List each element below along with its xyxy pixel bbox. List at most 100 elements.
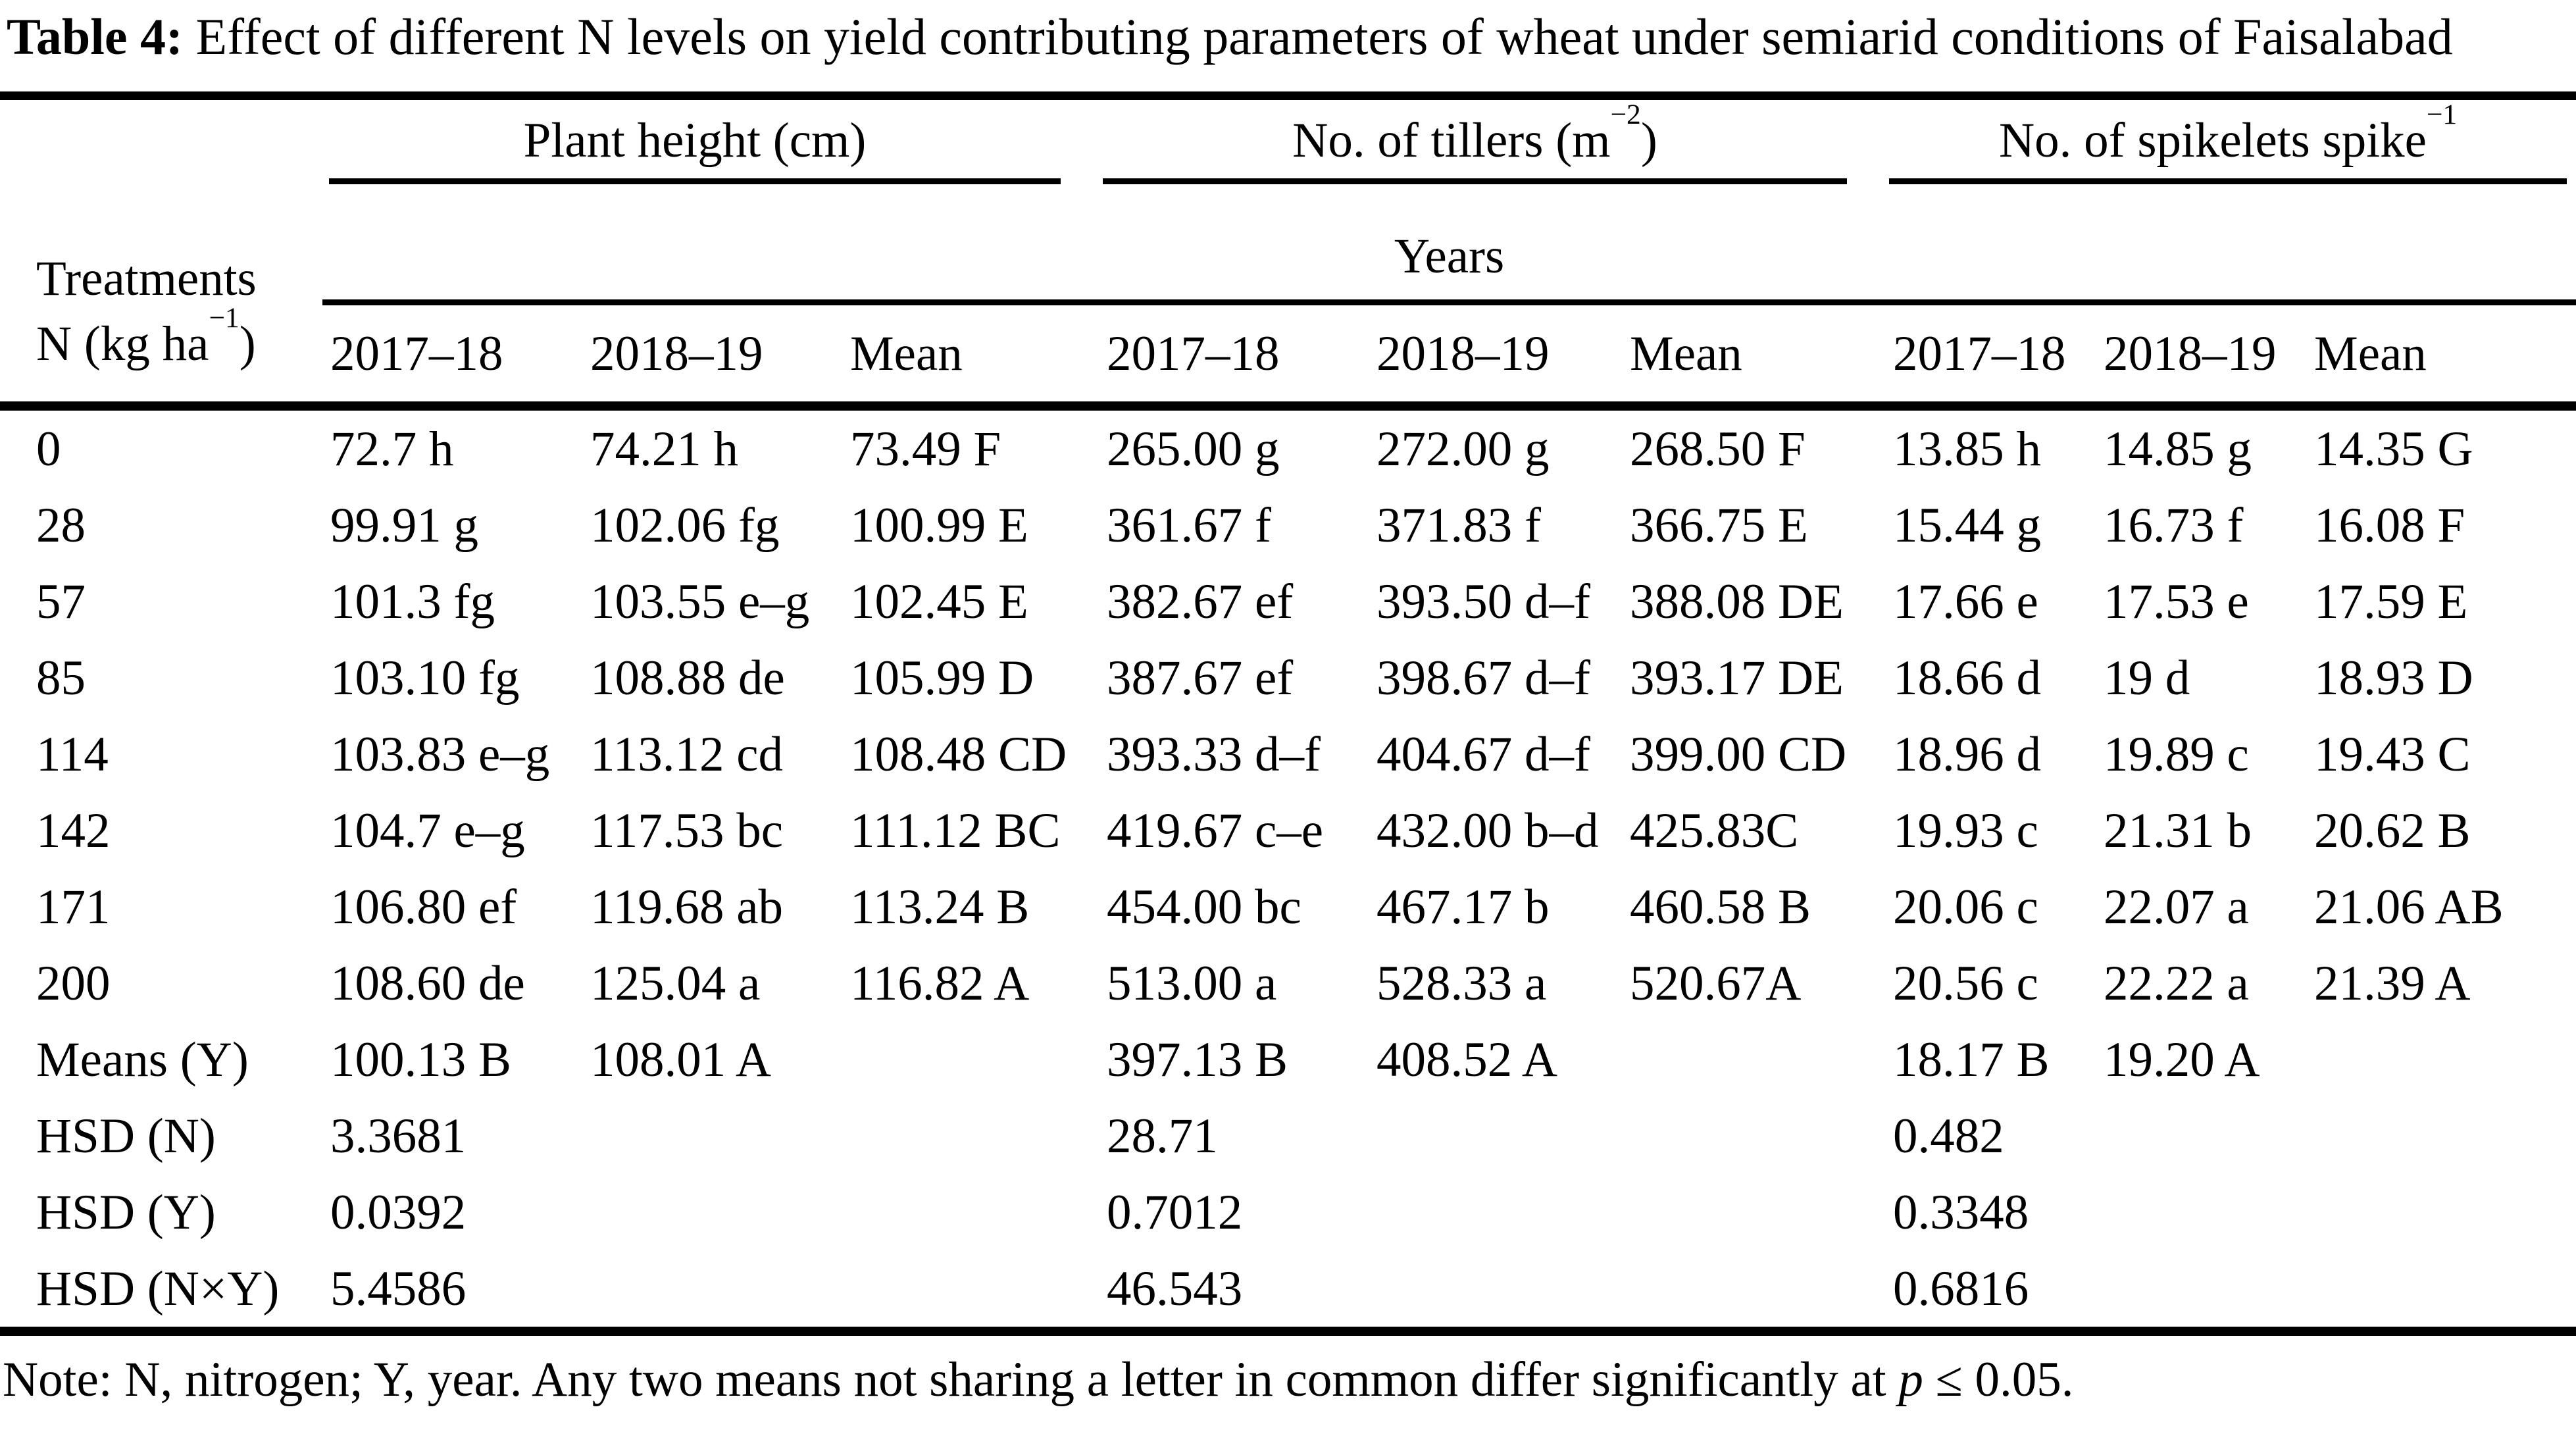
value-cell: 371.83 f bbox=[1376, 497, 1541, 553]
group-label-plant-height: Plant height (cm) bbox=[329, 116, 1061, 184]
treatment-label: 142 bbox=[36, 803, 111, 858]
value-cell: 101.3 fg bbox=[330, 574, 495, 629]
value-cell bbox=[2096, 1174, 2306, 1250]
table-row: 142 104.7 e–g 117.53 bc 111.12 BC 419.67 c–e… bbox=[0, 792, 2576, 869]
value-cell: 16.73 f bbox=[2104, 497, 2244, 553]
value-cell bbox=[2306, 1250, 2576, 1336]
treatment-label: 171 bbox=[36, 879, 111, 934]
value-cell: 528.33 a bbox=[1376, 956, 1547, 1011]
value-cell: 393.50 d–f bbox=[1376, 574, 1590, 629]
value-cell: 19.93 c bbox=[1893, 803, 2038, 858]
value-cell: 393.17 DE bbox=[1630, 650, 1844, 705]
value-cell: 74.21 h bbox=[590, 421, 738, 476]
treatment-label: 200 bbox=[36, 956, 111, 1011]
group-label-spikelets: No. of spikelets spike−1 bbox=[1889, 100, 2567, 184]
value-cell: 18.66 d bbox=[1893, 650, 2042, 705]
value-cell: 272.00 g bbox=[1376, 421, 1550, 476]
value-cell: 46.543 bbox=[1099, 1250, 1369, 1336]
value-cell: 103.83 e–g bbox=[330, 726, 550, 782]
value-cell: 467.17 b bbox=[1376, 879, 1550, 934]
value-cell: 100.99 E bbox=[850, 497, 1028, 553]
value-cell: 117.53 bc bbox=[590, 803, 784, 858]
table-row: 85 103.10 fg 108.88 de 105.99 D 387.67 ef 398… bbox=[0, 640, 2576, 716]
value-cell: 104.7 e–g bbox=[330, 803, 525, 858]
treatment-label: 28 bbox=[36, 497, 86, 553]
note-p-symbol: p bbox=[1898, 1352, 1923, 1407]
value-cell: 520.67A bbox=[1630, 956, 1802, 1011]
value-cell: 18.17 B bbox=[1893, 1032, 2050, 1087]
table-row: 200 108.60 de 125.04 a 116.82 A 513.00 a 528.… bbox=[0, 945, 2576, 1021]
value-cell: 432.00 b–d bbox=[1376, 803, 1599, 858]
value-cell: 265.00 g bbox=[1107, 421, 1280, 476]
value-cell: 419.67 c–e bbox=[1107, 803, 1324, 858]
value-cell: 17.66 e bbox=[1893, 574, 2038, 629]
value-cell: 19 d bbox=[2104, 650, 2190, 705]
year-column-header: 2018–19 bbox=[1369, 302, 1623, 411]
table-caption-text: Effect of different N levels on yield co… bbox=[183, 8, 2453, 65]
value-cell bbox=[582, 1250, 842, 1336]
value-cell: 0.6816 bbox=[1885, 1250, 2096, 1336]
value-cell: 14.35 G bbox=[2314, 421, 2473, 476]
value-cell: 15.44 g bbox=[1893, 497, 2042, 553]
table-row: 57 101.3 fg 103.55 e–g 102.45 E 382.67 ef 393… bbox=[0, 563, 2576, 640]
table-row: 114 103.83 e–g 113.12 cd 108.48 CD 393.33 d–… bbox=[0, 716, 2576, 792]
value-cell: 28.71 bbox=[1107, 1108, 1218, 1163]
value-cell: 5.4586 bbox=[322, 1250, 582, 1336]
value-cell bbox=[1622, 1174, 1885, 1250]
value-cell: 125.04 a bbox=[590, 956, 761, 1011]
table-row: Means (Y) 100.13 B 108.01 A 397.13 B 408.52 … bbox=[0, 1021, 2576, 1098]
year-column-header: 2017–18 bbox=[322, 302, 582, 411]
years-header-row: Years bbox=[0, 184, 2576, 305]
value-cell: 397.13 B bbox=[1107, 1032, 1288, 1087]
value-cell: 20.62 B bbox=[2314, 803, 2471, 858]
value-cell: 387.67 ef bbox=[1107, 650, 1294, 705]
value-cell: 19.89 c bbox=[2104, 726, 2249, 782]
group-header-tillers: No. of tillers (m−2) bbox=[1099, 96, 1885, 184]
value-cell: 460.58 B bbox=[1630, 879, 1811, 934]
value-cell: 103.55 e–g bbox=[590, 574, 810, 629]
value-cell: 22.07 a bbox=[2104, 879, 2249, 934]
value-cell: 19.43 C bbox=[2314, 726, 2471, 782]
treatment-label: HSD (N×Y) bbox=[0, 1250, 322, 1336]
value-cell: 21.39 A bbox=[2314, 956, 2471, 1011]
value-cell: 100.13 B bbox=[330, 1032, 512, 1087]
value-cell: 72.7 h bbox=[330, 421, 454, 476]
value-cell: 268.50 F bbox=[1630, 421, 1806, 476]
value-cell bbox=[842, 1250, 1099, 1336]
treatment-label: 0 bbox=[36, 421, 61, 476]
value-cell: 20.06 c bbox=[1893, 879, 2038, 934]
value-cell bbox=[1369, 1098, 1622, 1174]
value-cell: 3.3681 bbox=[330, 1108, 467, 1163]
value-cell: 0.0392 bbox=[330, 1185, 467, 1240]
note-suffix: ≤ 0.05. bbox=[1923, 1352, 2074, 1407]
value-cell: 398.67 d–f bbox=[1376, 650, 1590, 705]
value-cell: 108.01 A bbox=[590, 1032, 772, 1087]
value-cell: 17.53 e bbox=[2104, 574, 2249, 629]
year-column-header: Mean bbox=[1622, 302, 1886, 411]
value-cell: 22.22 a bbox=[2104, 956, 2249, 1011]
value-cell: 108.88 de bbox=[590, 650, 785, 705]
value-cell: 0.482 bbox=[1893, 1108, 2004, 1163]
year-column-header: 2018–19 bbox=[582, 302, 842, 411]
value-cell bbox=[1622, 1021, 1885, 1098]
value-cell: 366.75 E bbox=[1630, 497, 1808, 553]
value-cell: 393.33 d–f bbox=[1107, 726, 1321, 782]
table-row: HSD (N) 3.3681 28.71 0.482 bbox=[0, 1098, 2576, 1174]
value-cell bbox=[1622, 1250, 1886, 1336]
value-cell: 99.91 g bbox=[330, 497, 478, 553]
value-cell: 18.96 d bbox=[1893, 726, 2042, 782]
value-cell bbox=[2306, 1174, 2576, 1250]
value-cell: 399.00 CD bbox=[1630, 726, 1847, 782]
treatments-header-line2: N (kg ha−1) bbox=[36, 302, 256, 371]
value-cell: 21.06 AB bbox=[2314, 879, 2504, 934]
value-cell: 17.59 E bbox=[2314, 574, 2468, 629]
value-cell: 105.99 D bbox=[850, 650, 1034, 705]
table-caption-label: Table 4: bbox=[7, 8, 184, 65]
value-cell bbox=[842, 1021, 1099, 1098]
value-cell: 18.93 D bbox=[2314, 650, 2473, 705]
value-cell: 20.56 c bbox=[1893, 956, 2038, 1011]
year-column-header: 2018–19 bbox=[2096, 302, 2307, 411]
value-cell bbox=[842, 1174, 1099, 1250]
year-column-header: 2017–18 bbox=[1099, 302, 1369, 411]
note-prefix: Note: N, nitrogen; Y, year. Any two mean… bbox=[3, 1352, 1899, 1407]
